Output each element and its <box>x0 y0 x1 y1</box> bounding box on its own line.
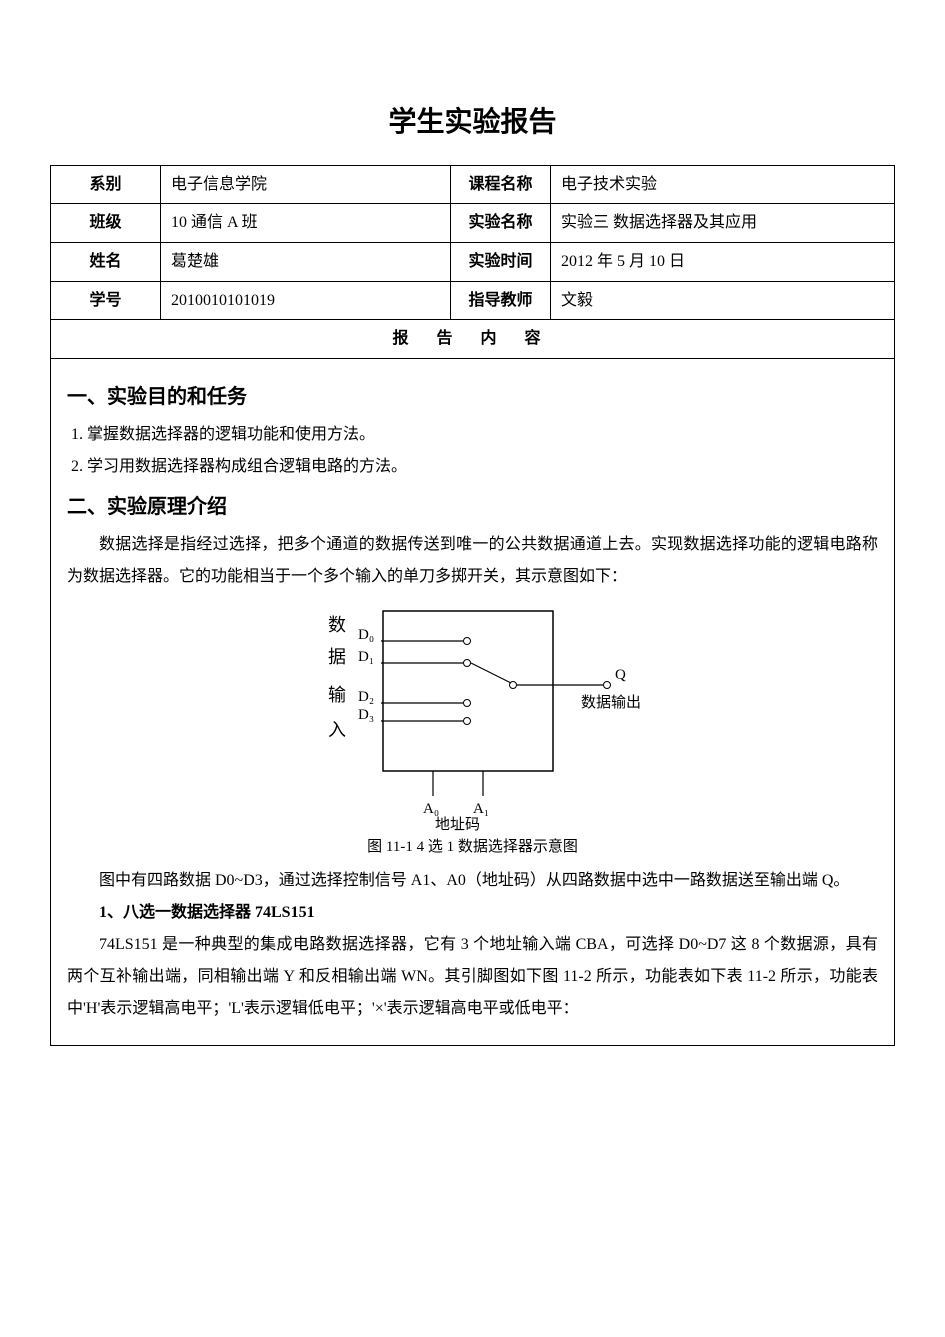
left-label-2: 输 <box>328 685 346 705</box>
exp-name-value: 实验三 数据选择器及其应用 <box>551 204 895 243</box>
exp-name-label: 实验名称 <box>451 204 551 243</box>
left-label-3: 入 <box>328 720 346 740</box>
class-label: 班级 <box>51 204 161 243</box>
dept-label: 系别 <box>51 165 161 204</box>
name-label: 姓名 <box>51 242 161 281</box>
d3-node <box>463 717 470 724</box>
class-value: 10 通信 A 班 <box>161 204 451 243</box>
teacher-label: 指导教师 <box>451 281 551 320</box>
a0-label: A₀ <box>423 801 439 817</box>
table-row: 学号 2010010101019 指导教师 文毅 <box>51 281 895 320</box>
q-label: Q <box>615 667 626 683</box>
section2-para2: 图中有四路数据 D0~D3，通过选择控制信号 A1、A0（地址码）从四路数据中选… <box>67 865 878 897</box>
exp-time-label: 实验时间 <box>451 242 551 281</box>
addr-label: 地址码 <box>435 816 480 831</box>
section2-para1: 数据选择是指经过选择，把多个通道的数据传送到唯一的公共数据通道上去。实现数据选择… <box>67 529 878 593</box>
section2-heading: 二、实验原理介绍 <box>67 491 878 523</box>
switch-arm <box>471 663 511 683</box>
output-text: 数据输出 <box>581 694 641 711</box>
d0-node <box>463 637 470 644</box>
a1-label: A₁ <box>473 801 489 817</box>
teacher-value: 文毅 <box>551 281 895 320</box>
page-title: 学生实验报告 <box>50 100 895 145</box>
left-label-1: 据 <box>328 647 346 667</box>
exp-time-value: 2012 年 5 月 10 日 <box>551 242 895 281</box>
d1-node <box>463 659 470 666</box>
switch-pivot <box>509 681 516 688</box>
section2-para3: 74LS151 是一种典型的集成电路数据选择器，它有 3 个地址输入端 CBA，… <box>67 929 878 1025</box>
mux-svg: 数 据 输 入 D₀ D₁ D₂ D₃ Q 数据输出 <box>263 601 683 831</box>
name-value: 葛楚雄 <box>161 242 451 281</box>
table-row: 系别 电子信息学院 课程名称 电子技术实验 <box>51 165 895 204</box>
d2-node <box>463 699 470 706</box>
list-item: 2. 学习用数据选择器构成组合逻辑电路的方法。 <box>71 451 878 483</box>
sid-value: 2010010101019 <box>161 281 451 320</box>
list-item: 1. 掌握数据选择器的逻辑功能和使用方法。 <box>71 419 878 451</box>
sid-label: 学号 <box>51 281 161 320</box>
dept-value: 电子信息学院 <box>161 165 451 204</box>
course-label: 课程名称 <box>451 165 551 204</box>
info-table: 系别 电子信息学院 课程名称 电子技术实验 班级 10 通信 A 班 实验名称 … <box>50 165 895 359</box>
subheading-text: 1、八选一数据选择器 74LS151 <box>99 904 315 921</box>
d1-label: D₁ <box>358 649 374 665</box>
d2-label: D₂ <box>358 689 374 705</box>
d0-label: D₀ <box>358 627 374 643</box>
section2-subheading: 1、八选一数据选择器 74LS151 <box>67 897 878 929</box>
mux-box <box>383 611 553 771</box>
left-label-0: 数 <box>328 615 346 635</box>
table-row: 报 告 内 容 <box>51 320 895 359</box>
report-content: 一、实验目的和任务 1. 掌握数据选择器的逻辑功能和使用方法。 2. 学习用数据… <box>50 359 895 1046</box>
output-node <box>603 681 610 688</box>
course-value: 电子技术实验 <box>551 165 895 204</box>
diagram-caption: 图 11-1 4 选 1 数据选择器示意图 <box>67 835 878 859</box>
table-row: 姓名 葛楚雄 实验时间 2012 年 5 月 10 日 <box>51 242 895 281</box>
report-content-header: 报 告 内 容 <box>51 320 895 359</box>
mux-diagram: 数 据 输 入 D₀ D₁ D₂ D₃ Q 数据输出 <box>67 601 878 831</box>
section1-heading: 一、实验目的和任务 <box>67 381 878 413</box>
table-row: 班级 10 通信 A 班 实验名称 实验三 数据选择器及其应用 <box>51 204 895 243</box>
d3-label: D₃ <box>358 707 374 723</box>
